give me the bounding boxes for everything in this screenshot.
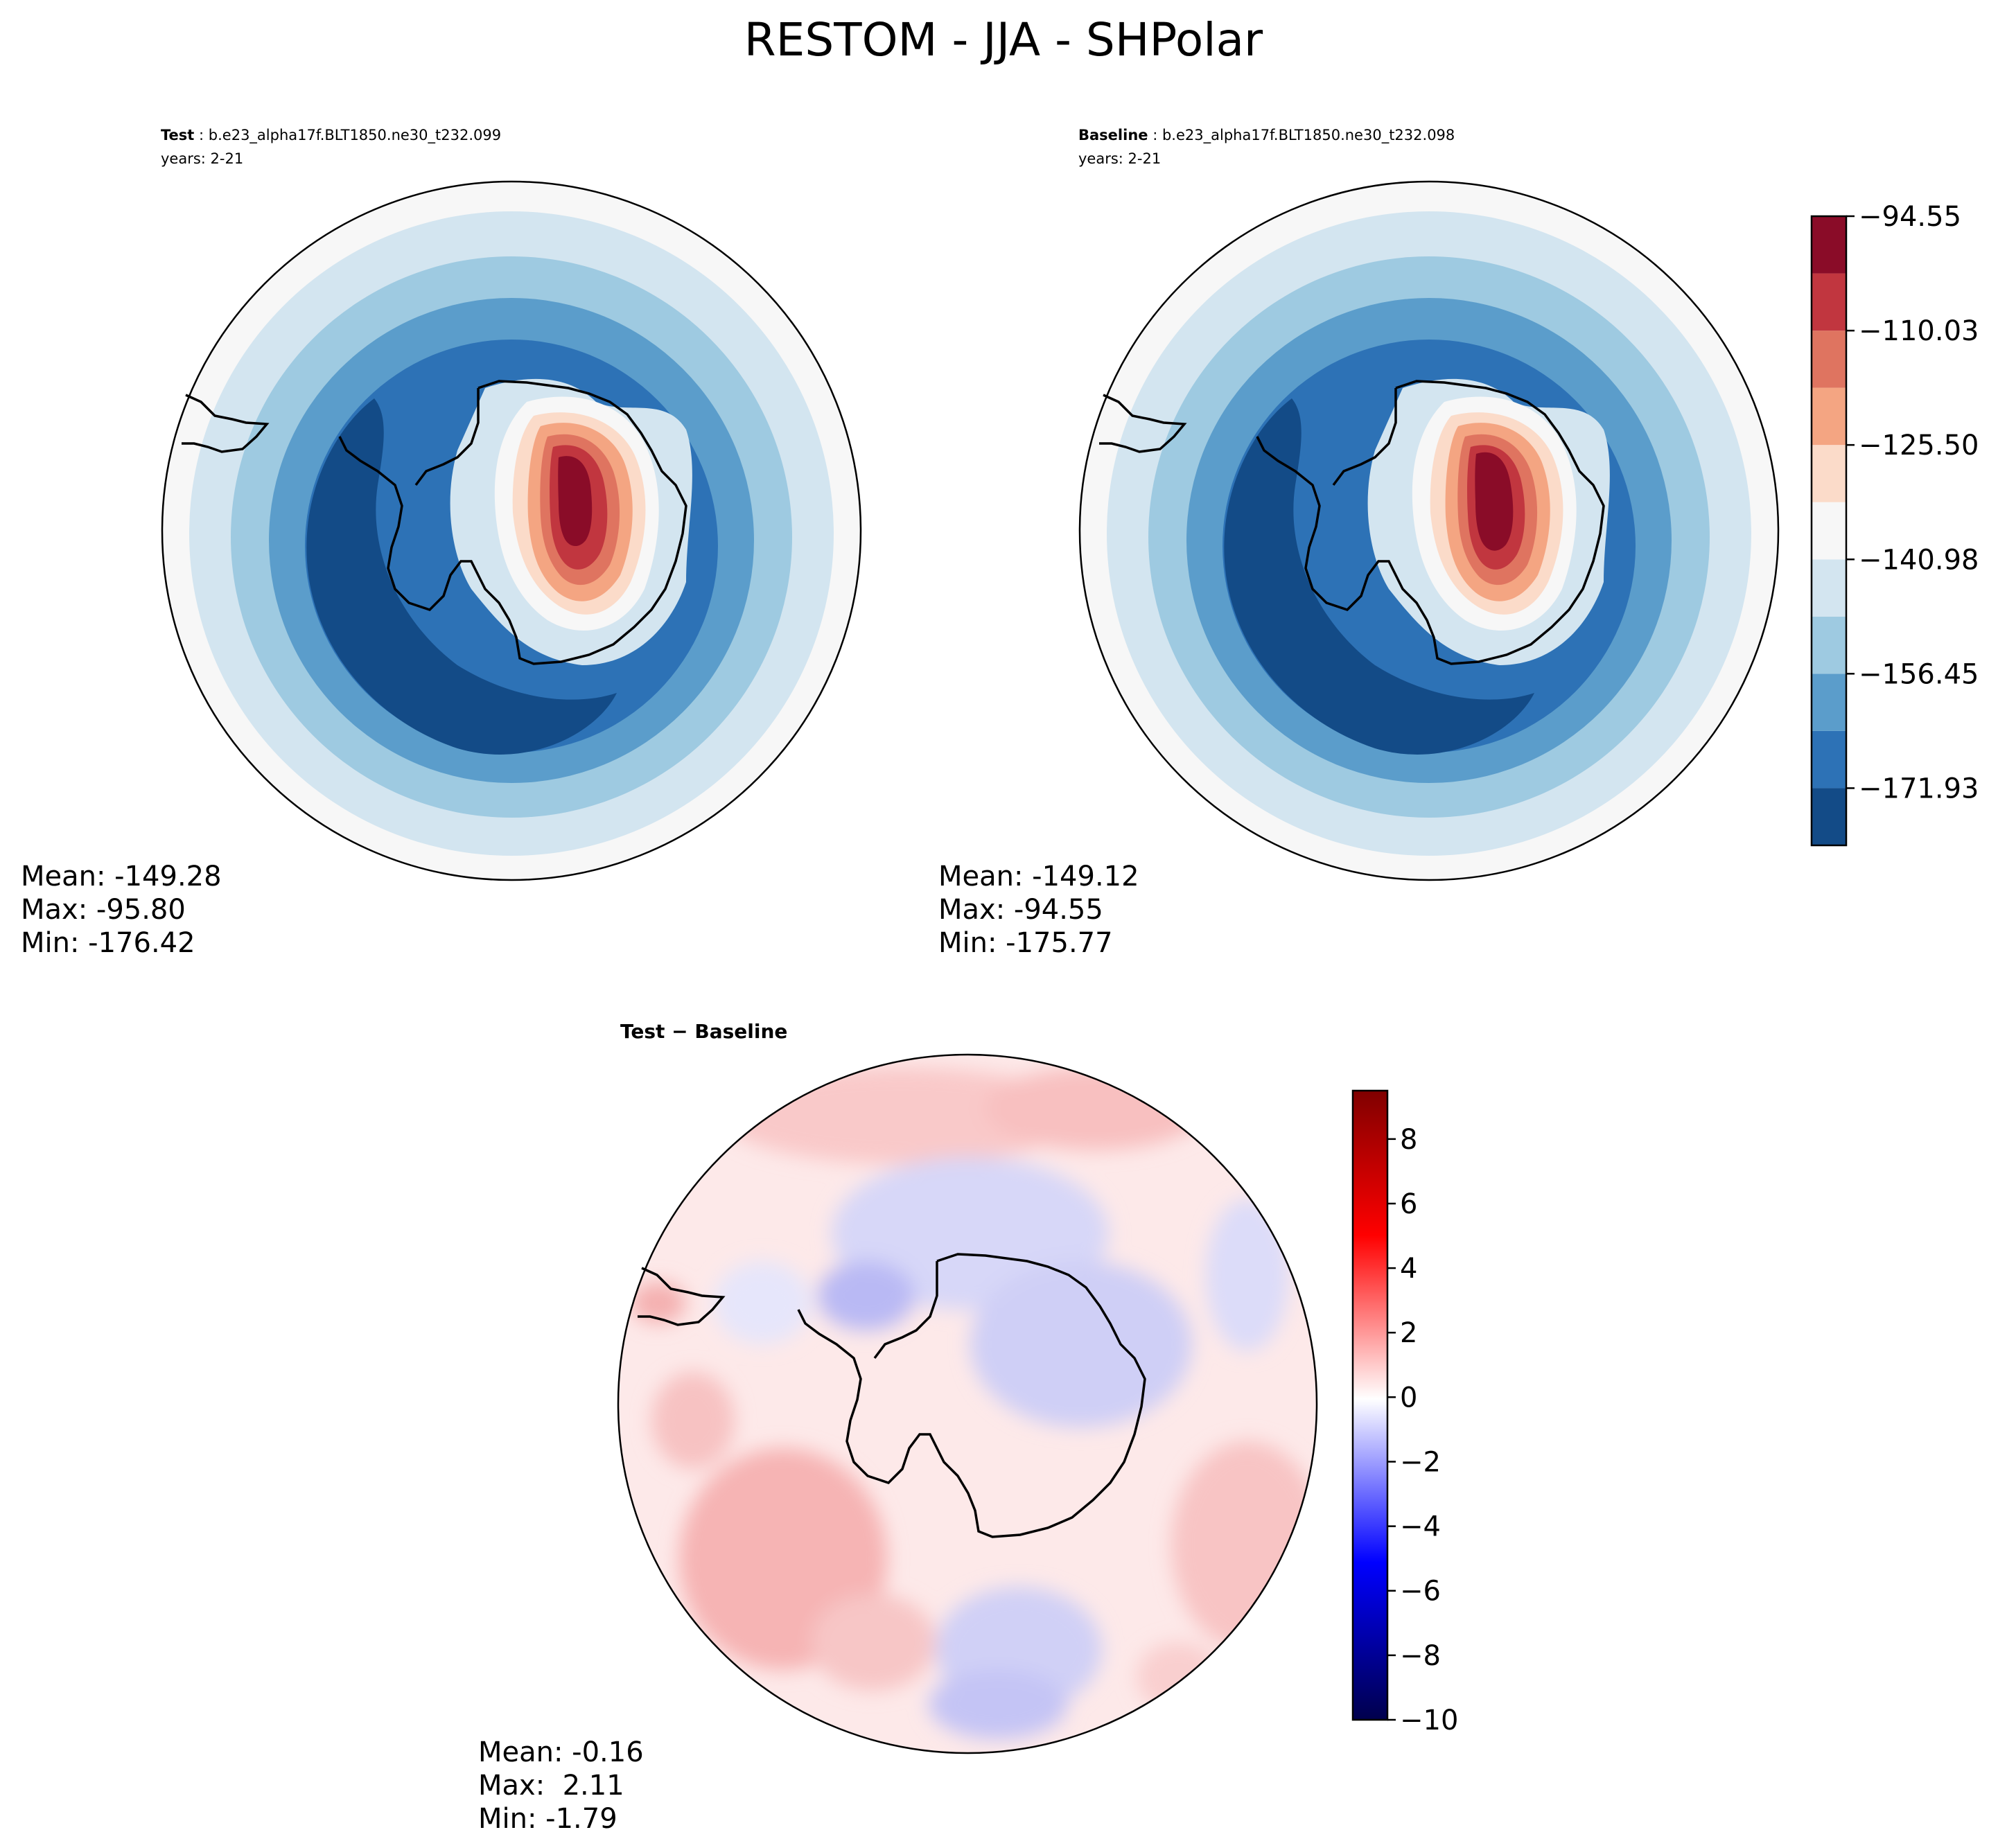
diff-coastline-south-america — [638, 1267, 726, 1326]
colorbar-diff-frame — [1351, 1089, 1389, 1721]
colorbar-diff-fill — [1353, 1091, 1387, 1720]
diff-min: Min: -1.79 — [478, 1803, 617, 1835]
test-coastline-south-america — [182, 394, 270, 453]
diff-coastline — [797, 1253, 1146, 1538]
panel-test: Test : b.e23_alpha17f.BLT1850.ne30_t232.… — [21, 127, 862, 959]
colorbar-diff-tick-label: −6 — [1400, 1576, 1441, 1608]
colorbar-main-band — [1812, 730, 1846, 789]
test-label-bold: Test — [161, 127, 194, 143]
colorbar-main-band — [1812, 616, 1846, 674]
figure-title: RESTOM - JJA - SHPolar — [744, 13, 1263, 67]
baseline-label-sep: : — [1153, 127, 1157, 143]
colorbar-main-band — [1812, 331, 1846, 388]
diff-map-boundary — [617, 1053, 1318, 1754]
colorbar-main-band — [1812, 788, 1846, 845]
colorbar-main-band — [1812, 445, 1846, 502]
baseline-coastline-south-america — [1099, 394, 1187, 453]
baseline-map-fill — [1080, 182, 1778, 880]
test-coastline — [338, 380, 687, 665]
test-years: years: 2-21 — [161, 150, 243, 167]
panel-difference: Test − Baseline — [478, 1020, 1318, 1835]
test-min: Min: -176.42 — [21, 927, 195, 959]
colorbar-main-tick-label: −140.98 — [1859, 544, 1979, 576]
diff-max: Max: 2.11 — [478, 1770, 624, 1802]
panel-baseline: Baseline : b.e23_alpha17f.BLT1850.ne30_t… — [938, 127, 1780, 959]
test-max: Max: -95.80 — [21, 894, 186, 926]
colorbar-main-band — [1812, 273, 1846, 331]
colorbar-diff-tick-label: 4 — [1400, 1253, 1417, 1285]
colorbar-main-band — [1812, 674, 1846, 731]
test-case-name: b.e23_alpha17f.BLT1850.ne30_t232.099 — [209, 127, 501, 144]
colorbar-diff-tick-label: 2 — [1400, 1317, 1417, 1349]
colorbar-main-tick-label: −110.03 — [1859, 315, 1979, 347]
colorbar-diff-tick-label: 8 — [1400, 1124, 1417, 1156]
colorbar-main: −94.55 −110.03 −125.50 −140.98 −156.45 −171.9… — [1810, 201, 1979, 847]
colorbar-main-tick-label: −156.45 — [1859, 658, 1979, 690]
diff-title: Test − Baseline — [620, 1020, 787, 1043]
colorbar-diff-tick-label: −10 — [1400, 1705, 1458, 1736]
baseline-label: Baseline : b.e23_alpha17f.BLT1850.ne30_t… — [1078, 127, 1455, 144]
colorbar-diff-tick-label: −4 — [1400, 1511, 1441, 1543]
colorbar-main-tick-label: −171.93 — [1859, 773, 1979, 804]
colorbar-diff-tick-label: 6 — [1400, 1188, 1417, 1220]
test-mean: Mean: -149.28 — [21, 861, 222, 892]
baseline-map-boundary — [1078, 180, 1780, 881]
diff-map-fill — [618, 1055, 1317, 1753]
colorbar-main-tick-label: −125.50 — [1859, 430, 1979, 461]
colorbar-main-band — [1812, 502, 1846, 560]
test-label-sep: : — [199, 127, 204, 143]
colorbar-main-band — [1812, 387, 1846, 446]
test-label: Test : b.e23_alpha17f.BLT1850.ne30_t232.… — [161, 127, 501, 144]
colorbar-diff: 8 6 4 2 0 −2 −4 −6 −8 −10 — [1351, 1089, 1458, 1736]
test-map-boundary — [161, 180, 862, 881]
colorbar-diff-tick-label: −8 — [1400, 1640, 1441, 1672]
colorbar-diff-tick-label: −2 — [1400, 1446, 1441, 1478]
baseline-mean: Mean: -149.12 — [938, 861, 1139, 892]
baseline-label-bold: Baseline — [1078, 127, 1148, 143]
baseline-case-name: b.e23_alpha17f.BLT1850.ne30_t232.098 — [1162, 127, 1455, 144]
colorbar-main-band — [1812, 216, 1846, 274]
baseline-min: Min: -175.77 — [938, 927, 1113, 959]
colorbar-main-band — [1812, 559, 1846, 617]
colorbar-main-frame — [1810, 215, 1848, 847]
test-map-fill — [162, 182, 861, 880]
colorbar-diff-tick-label: 0 — [1400, 1382, 1417, 1414]
colorbar-main-tick-label: −94.55 — [1859, 201, 1961, 233]
baseline-years: years: 2-21 — [1078, 150, 1161, 167]
baseline-max: Max: -94.55 — [938, 894, 1103, 926]
baseline-coastline — [1256, 380, 1605, 665]
diff-mean: Mean: -0.16 — [478, 1736, 644, 1768]
